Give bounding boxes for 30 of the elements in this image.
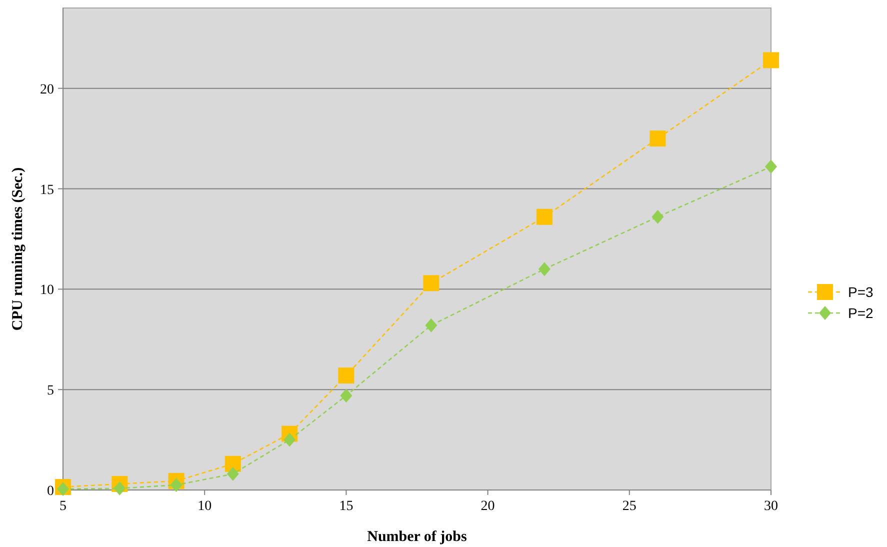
point <box>226 466 239 481</box>
point <box>338 368 354 384</box>
x-tick-label: 10 <box>198 499 212 514</box>
legend-label: P=2 <box>848 305 874 321</box>
y-axis-title: CPU running times (Sec.) <box>10 167 26 331</box>
legend-label: P=3 <box>848 284 874 300</box>
point <box>57 482 69 496</box>
point <box>340 388 352 403</box>
y-tick-label: 20 <box>40 82 54 98</box>
x-tick-label: 5 <box>60 499 66 514</box>
y-tick-label: 10 <box>40 283 54 298</box>
point <box>423 275 440 292</box>
point <box>114 481 126 496</box>
point <box>650 130 666 147</box>
point <box>763 52 779 68</box>
point <box>652 210 664 224</box>
point <box>765 160 777 174</box>
point <box>284 432 296 447</box>
y-tick-label: 15 <box>40 182 54 198</box>
x-tick-label: 20 <box>480 499 495 514</box>
x-axis-title: Number of jobs <box>367 529 468 545</box>
x-tick-label: 30 <box>764 499 778 514</box>
point <box>538 262 550 276</box>
point <box>536 208 552 225</box>
y-tick-label: 0 <box>47 484 54 499</box>
y-tick-label: 5 <box>47 384 54 399</box>
x-tick-label: 15 <box>339 499 354 514</box>
point <box>170 478 182 492</box>
point <box>425 318 438 332</box>
x-tick-label: 25 <box>622 499 636 514</box>
